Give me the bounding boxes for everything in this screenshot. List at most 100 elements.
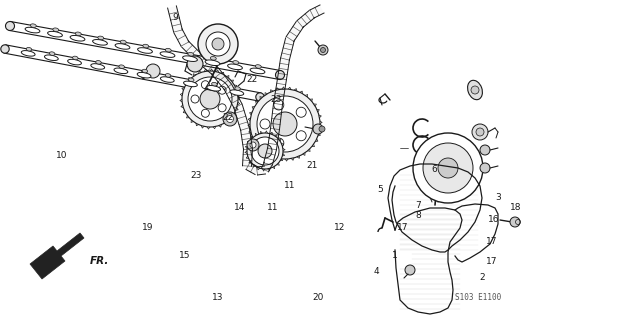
Ellipse shape (93, 40, 108, 45)
Circle shape (182, 71, 238, 127)
Text: 22: 22 (222, 114, 234, 122)
Circle shape (480, 163, 490, 173)
Polygon shape (246, 162, 259, 174)
Text: 8: 8 (415, 211, 421, 219)
Circle shape (258, 144, 272, 158)
Polygon shape (310, 5, 324, 18)
Text: S103 E1100: S103 E1100 (455, 293, 501, 301)
Text: 5: 5 (377, 186, 383, 195)
Polygon shape (273, 78, 287, 105)
Polygon shape (30, 233, 84, 279)
Circle shape (206, 32, 230, 56)
Text: 10: 10 (56, 151, 68, 160)
Ellipse shape (26, 48, 32, 51)
Ellipse shape (30, 24, 36, 27)
Circle shape (476, 128, 484, 136)
Circle shape (480, 145, 490, 155)
Polygon shape (280, 38, 294, 60)
Ellipse shape (44, 55, 58, 61)
Ellipse shape (114, 68, 128, 74)
Text: 11: 11 (284, 181, 296, 189)
Text: 23: 23 (270, 95, 282, 105)
Circle shape (321, 48, 326, 53)
Polygon shape (195, 54, 218, 74)
Ellipse shape (21, 51, 35, 56)
Polygon shape (9, 22, 281, 79)
Circle shape (274, 138, 284, 148)
Ellipse shape (256, 93, 264, 101)
Polygon shape (224, 85, 242, 108)
Ellipse shape (188, 78, 194, 82)
Circle shape (212, 38, 224, 50)
Circle shape (250, 142, 256, 148)
Ellipse shape (72, 56, 78, 60)
Circle shape (202, 109, 209, 117)
Circle shape (202, 81, 209, 89)
Circle shape (250, 89, 320, 159)
Ellipse shape (138, 48, 152, 53)
Ellipse shape (211, 56, 216, 60)
Polygon shape (182, 41, 201, 60)
Ellipse shape (76, 32, 81, 36)
Circle shape (318, 45, 328, 55)
Circle shape (296, 107, 306, 117)
Ellipse shape (119, 65, 124, 69)
Circle shape (313, 124, 323, 134)
Ellipse shape (161, 77, 174, 82)
Polygon shape (264, 148, 276, 165)
Circle shape (274, 100, 284, 110)
Ellipse shape (115, 44, 130, 49)
Ellipse shape (233, 61, 239, 64)
Circle shape (223, 112, 237, 126)
Polygon shape (241, 128, 252, 150)
Ellipse shape (184, 81, 197, 87)
Ellipse shape (468, 80, 483, 100)
Ellipse shape (25, 27, 40, 33)
Ellipse shape (98, 36, 104, 40)
Ellipse shape (165, 48, 172, 52)
Text: 13: 13 (212, 293, 224, 302)
Circle shape (257, 96, 313, 152)
Circle shape (187, 56, 203, 72)
Ellipse shape (182, 56, 197, 62)
Ellipse shape (91, 64, 104, 69)
Ellipse shape (70, 35, 85, 41)
Circle shape (251, 137, 279, 165)
Polygon shape (243, 149, 253, 166)
Text: 3: 3 (495, 194, 501, 203)
Ellipse shape (143, 44, 148, 48)
Ellipse shape (49, 52, 55, 56)
Circle shape (413, 133, 483, 203)
Polygon shape (171, 18, 182, 32)
Text: 19: 19 (142, 224, 154, 233)
Text: 16: 16 (488, 216, 500, 225)
Circle shape (198, 24, 238, 64)
Polygon shape (286, 21, 304, 41)
Polygon shape (234, 105, 250, 130)
Polygon shape (168, 6, 179, 20)
Polygon shape (278, 58, 289, 80)
Circle shape (319, 126, 325, 132)
Circle shape (438, 158, 458, 178)
Circle shape (273, 112, 297, 136)
Circle shape (471, 86, 479, 94)
Circle shape (296, 131, 306, 141)
Text: 17: 17 (486, 257, 498, 266)
Circle shape (191, 95, 199, 103)
Ellipse shape (142, 69, 148, 73)
Polygon shape (257, 166, 266, 175)
Circle shape (218, 104, 226, 112)
Text: 14: 14 (234, 204, 246, 212)
Ellipse shape (235, 87, 241, 90)
Circle shape (218, 86, 226, 94)
Text: 6: 6 (431, 166, 437, 174)
Text: 11: 11 (268, 204, 279, 212)
Text: 23: 23 (190, 170, 202, 180)
Ellipse shape (212, 82, 217, 86)
Ellipse shape (207, 85, 221, 91)
Ellipse shape (1, 45, 9, 53)
Circle shape (510, 217, 520, 227)
Circle shape (247, 139, 259, 151)
Ellipse shape (165, 74, 171, 77)
Ellipse shape (120, 40, 126, 44)
